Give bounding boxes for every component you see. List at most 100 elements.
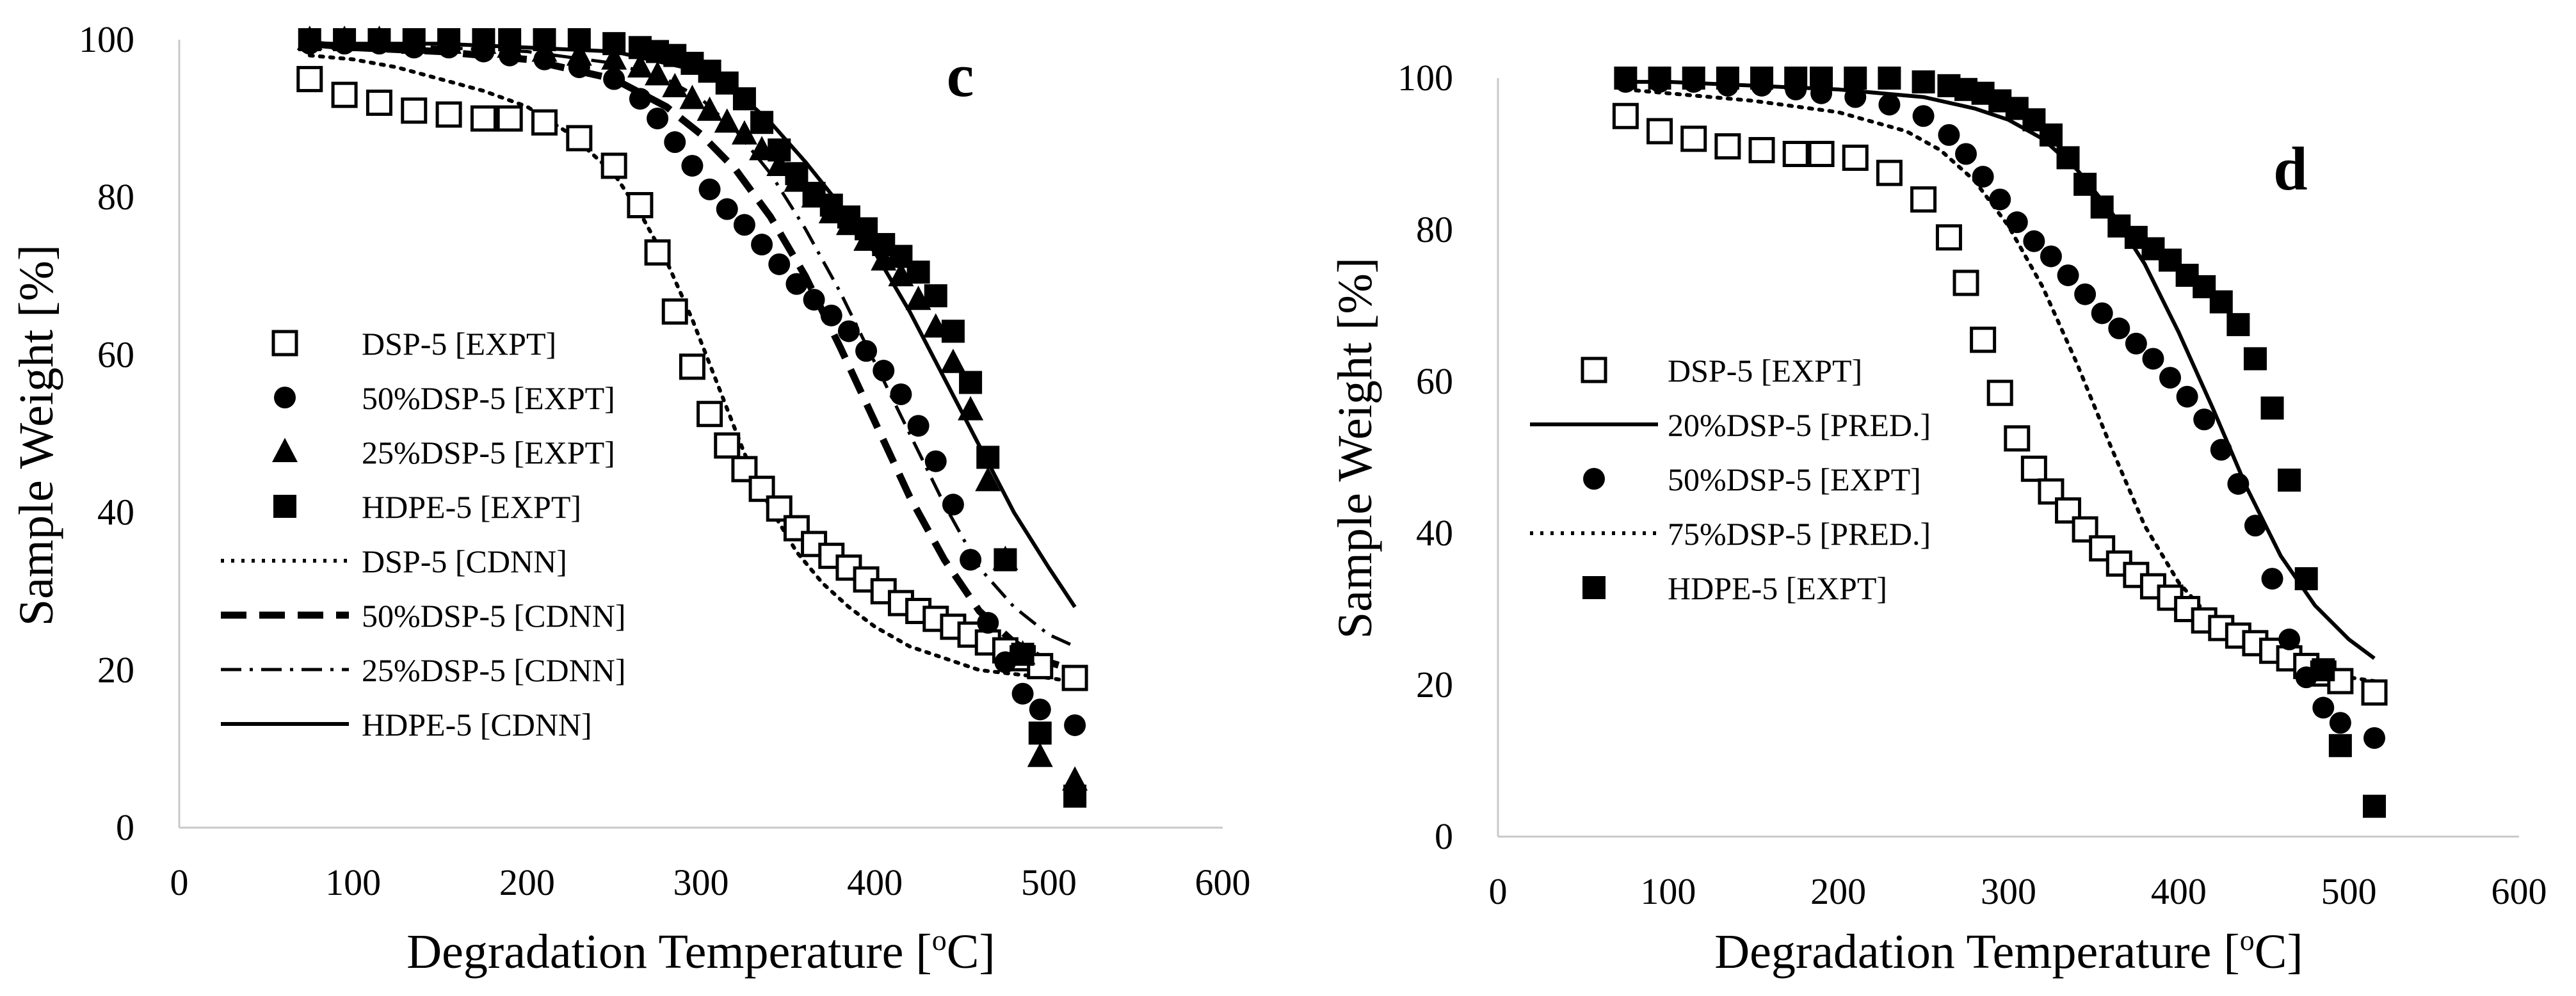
data-point-hdpe-5-expt xyxy=(1063,784,1087,808)
data-point-50pctdsp-5-expt xyxy=(2159,367,2182,389)
data-point-50pctdsp-5-expt xyxy=(1912,105,1935,127)
y-tick-label: 80 xyxy=(1416,209,1453,250)
data-point-hdpe-5-expt xyxy=(567,28,591,51)
data-point-hdpe-5-expt xyxy=(1912,70,1935,93)
data-point-50pctdsp-5-expt xyxy=(820,304,842,326)
legend-label-50pctdsp-5-expt: 50%DSP-5 [EXPT] xyxy=(1668,462,1921,497)
chart-panel-d: 0 100 200 300 400 500 600 0 20 40 60 80 100 Degradati… xyxy=(1328,57,2547,979)
data-point-dsp-5-expt xyxy=(1714,133,1741,160)
data-point-hdpe-5-expt xyxy=(1648,67,1671,90)
data-point-50pctdsp-5-expt xyxy=(2193,408,2216,431)
chart-panel-c: 0 100 200 300 400 500 600 0 20 40 60 80 100 Degradati… xyxy=(10,19,1251,979)
data-point-hdpe-5-expt xyxy=(1614,67,1638,90)
data-point-50pctdsp-5-expt xyxy=(768,253,791,275)
x-tick-label: 200 xyxy=(499,862,555,903)
x-tick-label: 100 xyxy=(1640,871,1696,912)
data-point-dsp-5-expt xyxy=(1986,380,2013,406)
x-tick-label: 500 xyxy=(1021,862,1077,903)
data-point-hdpe-5-expt xyxy=(976,446,1000,469)
data-point-dsp-5-expt xyxy=(496,105,523,132)
data-point-dsp-5-expt xyxy=(366,89,392,116)
legend-label-hdpe-5-expt: HDPE-5 [EXPT] xyxy=(362,489,581,525)
data-point-hdpe-5-expt xyxy=(1750,67,1774,90)
data-point-50pctdsp-5-expt xyxy=(716,198,738,220)
data-point-hdpe-5-expt xyxy=(1011,643,1034,666)
data-point-50pctdsp-5-expt xyxy=(647,108,669,130)
data-point-hdpe-5-expt xyxy=(402,28,426,51)
data-point-50pctdsp-5-expt xyxy=(2210,438,2232,461)
legend-swatch-dsp-5-expt xyxy=(271,330,298,357)
data-point-hdpe-5-expt xyxy=(959,371,983,394)
data-point-50pctdsp-5-expt xyxy=(785,273,808,295)
data-point-hdpe-5-expt xyxy=(1878,67,1901,90)
data-point-50pctdsp-5-expt xyxy=(2363,727,2386,749)
data-point-50pctdsp-5-expt xyxy=(1955,143,1977,165)
legend-label-dsp-5-cdnn: DSP-5 [CDNN] xyxy=(362,543,567,579)
legend-swatch-50pctdsp-5-expt xyxy=(1583,468,1605,490)
data-point-hdpe-5-expt xyxy=(602,32,626,56)
data-point-25pctdsp-5-expt xyxy=(679,84,705,109)
data-point-hdpe-5-expt xyxy=(924,284,947,308)
legend-label-hdpe-5-cdnn: HDPE-5 [CDNN] xyxy=(362,707,592,743)
data-point-hdpe-5-expt xyxy=(1784,67,1808,90)
series-line-dsp-5-cdnn xyxy=(307,53,1077,684)
data-point-hdpe-5-expt xyxy=(2039,123,2063,147)
data-point-50pctdsp-5-expt xyxy=(1972,166,1994,188)
y-tick-label: 40 xyxy=(1416,512,1453,554)
data-point-50pctdsp-5-expt xyxy=(1011,682,1034,705)
data-point-hdpe-5-expt xyxy=(750,111,774,134)
data-point-hdpe-5-expt xyxy=(472,28,495,51)
data-point-50pctdsp-5-expt xyxy=(2023,230,2045,252)
data-point-50pctdsp-5-expt xyxy=(2108,317,2130,340)
data-point-50pctdsp-5-expt xyxy=(2312,696,2335,719)
x-tick-label: 200 xyxy=(1810,871,1866,912)
data-point-50pctdsp-5-expt xyxy=(1844,86,1867,108)
x-tick-label: 100 xyxy=(325,862,381,903)
data-point-50pctdsp-5-expt xyxy=(837,320,860,342)
data-point-50pctdsp-5-expt xyxy=(629,88,651,110)
legend-label-50pctdsp-5-expt: 50%DSP-5 [EXPT] xyxy=(362,380,615,416)
data-point-hdpe-5-expt xyxy=(2294,567,2318,591)
data-point-dsp-5-expt xyxy=(1952,269,1979,296)
data-point-50pctdsp-5-expt xyxy=(907,415,930,437)
data-point-hdpe-5-expt xyxy=(437,28,461,51)
y-tick-label: 20 xyxy=(1416,664,1453,705)
data-point-50pctdsp-5-expt xyxy=(1878,93,1901,116)
data-point-dsp-5-expt xyxy=(600,152,627,179)
data-point-50pctdsp-5-expt xyxy=(1029,698,1051,721)
legend-label-dsp-5-expt: DSP-5 [EXPT] xyxy=(1668,353,1862,389)
y-axis-title: Sample Weight [%] xyxy=(10,245,63,626)
panel-label: d xyxy=(2273,134,2307,203)
data-point-dsp-5-expt xyxy=(1876,159,1903,186)
data-point-50pctdsp-5-expt xyxy=(698,178,721,200)
x-axis-title: Degradation Temperature [oC] xyxy=(407,924,995,979)
data-point-hdpe-5-expt xyxy=(1844,67,1867,90)
data-point-dsp-5-expt xyxy=(1027,653,1054,680)
legend-swatch-25pctdsp-5-expt xyxy=(272,438,298,462)
data-point-50pctdsp-5-expt xyxy=(942,494,964,516)
data-point-hdpe-5-expt xyxy=(994,548,1017,572)
data-point-dsp-5-expt xyxy=(2020,455,2047,482)
data-point-50pctdsp-5-expt xyxy=(664,131,686,154)
legend-swatch-50pctdsp-5-expt xyxy=(274,387,296,408)
data-point-dsp-5-expt xyxy=(470,105,497,132)
y-tick-label: 0 xyxy=(116,807,134,848)
data-point-hdpe-5-expt xyxy=(785,162,809,186)
data-point-50pctdsp-5-expt xyxy=(873,360,895,382)
y-tick-label: 40 xyxy=(97,492,134,533)
legend-swatch-hdpe-5-expt xyxy=(273,495,296,518)
data-point-hdpe-5-expt xyxy=(732,87,756,111)
data-point-hdpe-5-expt xyxy=(2209,290,2233,314)
data-point-hdpe-5-expt xyxy=(1028,721,1052,745)
data-point-dsp-5-expt xyxy=(1061,664,1088,691)
y-tick-label: 100 xyxy=(79,19,134,60)
data-point-dsp-5-expt xyxy=(661,298,688,325)
data-point-50pctdsp-5-expt xyxy=(890,383,912,405)
x-tick-label: 400 xyxy=(847,862,903,903)
data-point-50pctdsp-5-expt xyxy=(2074,283,2097,305)
x-tick-label: 0 xyxy=(170,862,189,903)
data-point-50pctdsp-5-expt xyxy=(751,234,773,256)
data-point-hdpe-5-expt xyxy=(2312,658,2335,682)
data-point-dsp-5-expt xyxy=(627,192,654,219)
data-point-50pctdsp-5-expt xyxy=(1064,714,1086,736)
